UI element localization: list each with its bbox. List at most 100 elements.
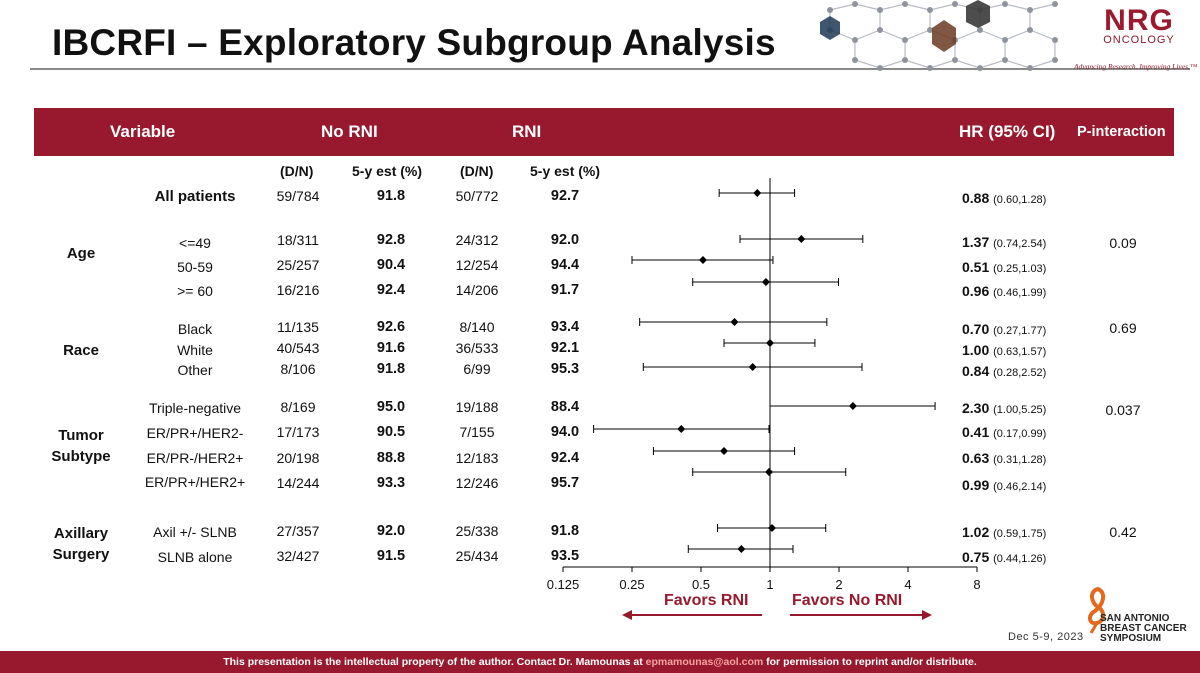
row-est-no-rni: 95.0	[376, 399, 406, 415]
row-dn-no-rni: 59/784	[276, 188, 320, 204]
x-tick-label: 4	[904, 577, 911, 592]
header-variable: Variable	[110, 122, 176, 141]
row-hr: 1.02 (0.59,1.75)	[962, 524, 1047, 540]
subheader-est-rni: 5-y est (%)	[530, 163, 601, 179]
hr-point	[677, 425, 686, 433]
row-dn-rni: 6/99	[463, 361, 491, 377]
row-label: Black	[177, 321, 213, 337]
row-est-no-rni: 91.5	[376, 548, 406, 564]
sabcs-ribbon-icon	[1088, 586, 1106, 634]
row-label: >= 60	[177, 283, 213, 299]
hr-point	[753, 189, 762, 197]
row-dn-rni: 12/254	[455, 257, 499, 273]
row-label: ER/PR+/HER2+	[144, 474, 246, 490]
row-hr: 1.37 (0.74,2.54)	[962, 234, 1047, 250]
x-tick-label: 0.25	[619, 577, 644, 592]
row-hr: 0.63 (0.31,1.28)	[962, 450, 1047, 466]
hr-point	[737, 545, 746, 553]
row-est-rni: 94.4	[550, 257, 580, 273]
nrg-oncology-logo: NRG ONCOLOGY	[1103, 4, 1175, 47]
header-rni: RNI	[512, 122, 542, 141]
row-hr: 0.51 (0.25,1.03)	[962, 259, 1047, 275]
page-title: IBCRFI – Exploratory Subgroup Analysis	[52, 22, 776, 63]
row-est-rni: 88.4	[550, 399, 580, 415]
p-interaction-tumor: 0.037	[1105, 402, 1141, 418]
row-label: 50-59	[177, 259, 213, 275]
row-est-rni: 91.8	[550, 523, 580, 539]
group-label-axillary: Axillary Surgery	[52, 525, 110, 563]
row-est-no-rni: 92.6	[376, 319, 406, 335]
hr-point	[797, 235, 806, 243]
row-dn-rni: 7/155	[459, 424, 495, 440]
hr-point	[748, 363, 757, 371]
row-hr: 0.75 (0.44,1.26)	[962, 549, 1047, 565]
p-interaction-race: 0.69	[1109, 320, 1137, 336]
row-dn-rni: 36/533	[455, 340, 499, 356]
row-label: All patients	[154, 188, 236, 205]
row-hr: 0.99 (0.46,2.14)	[962, 477, 1047, 493]
row-label: ER/PR+/HER2-	[146, 425, 244, 441]
hr-point	[761, 278, 770, 286]
row-dn-no-rni: 11/135	[277, 319, 319, 335]
row-label: Other	[177, 362, 213, 378]
row-est-no-rni: 88.8	[376, 450, 406, 466]
footer-banner: This presentation is the intellectual pr…	[0, 651, 1200, 673]
row-est-no-rni: 92.8	[376, 232, 406, 248]
p-interaction-age: 0.09	[1109, 235, 1137, 251]
row-est-no-rni: 93.3	[376, 475, 406, 491]
row-hr: 0.88 (0.60,1.28)	[962, 190, 1047, 206]
row-dn-rni: 25/338	[455, 523, 499, 539]
hr-point	[848, 402, 857, 410]
row-dn-no-rni: 17/173	[276, 424, 320, 440]
p-interaction-axillary: 0.42	[1109, 524, 1137, 540]
row-est-rni: 93.5	[550, 548, 580, 564]
row-hr: 0.96 (0.46,1.99)	[962, 283, 1047, 299]
sabcs-logo-text: SAN ANTONIO BREAST CANCER SYMPOSIUM	[1100, 613, 1187, 644]
row-hr: 2.30 (1.00,5.25)	[962, 400, 1047, 416]
row-label: SLNB alone	[157, 549, 233, 565]
row-dn-no-rni: 16/216	[276, 282, 320, 298]
row-est-rni: 94.0	[550, 424, 580, 440]
header-hr: HR (95% CI)	[959, 122, 1056, 141]
hr-point	[730, 318, 739, 326]
row-est-rni: 92.4	[550, 450, 580, 466]
row-est-no-rni: 91.6	[376, 340, 406, 356]
row-dn-rni: 14/206	[455, 282, 499, 298]
hr-point	[766, 339, 774, 347]
logo-tagline: Advancing Research. Improving Lives.™	[1074, 62, 1198, 71]
row-est-rni: 91.7	[550, 282, 580, 298]
x-tick-label: 0.5	[692, 577, 710, 592]
group-label-age: Age	[66, 245, 96, 262]
row-dn-rni: 24/312	[455, 232, 499, 248]
header-p-interaction: P-interaction	[1077, 124, 1166, 140]
row-est-rni: 95.7	[550, 475, 580, 491]
row-dn-rni: 25/434	[455, 548, 499, 564]
row-est-no-rni: 92.4	[376, 282, 406, 298]
row-dn-no-rni: 8/169	[280, 399, 316, 415]
row-dn-no-rni: 40/543	[276, 340, 320, 356]
row-hr: 0.41 (0.17,0.99)	[962, 424, 1047, 440]
row-est-rni: 93.4	[550, 319, 580, 335]
title-divider	[30, 68, 1190, 70]
row-est-no-rni: 92.0	[376, 523, 406, 539]
row-dn-rni: 8/140	[459, 319, 495, 335]
row-dn-no-rni: 20/198	[276, 450, 320, 466]
group-label-tumor: Tumor Subtype	[51, 427, 111, 465]
author-email-link[interactable]: epmamounas@aol.com	[645, 656, 764, 668]
x-tick-label: 8	[973, 577, 980, 592]
row-dn-no-rni: 27/357	[276, 523, 320, 539]
row-est-rni: 92.7	[550, 188, 580, 204]
subheader-dn-rni: (D/N)	[460, 163, 494, 179]
row-est-no-rni: 91.8	[376, 188, 406, 204]
row-label: ER/PR-/HER2+	[146, 450, 244, 466]
x-tick-label: 1	[766, 577, 773, 592]
group-label-race: Race	[63, 342, 99, 359]
row-est-rni: 92.0	[550, 232, 580, 248]
favors-arrows	[622, 610, 932, 620]
subheader-dn-no-rni: (D/N)	[280, 163, 314, 179]
hr-point	[764, 468, 773, 476]
row-est-no-rni: 90.5	[376, 424, 406, 440]
hr-point	[767, 524, 776, 532]
row-dn-no-rni: 14/244	[276, 475, 320, 491]
row-est-no-rni: 90.4	[376, 257, 406, 273]
